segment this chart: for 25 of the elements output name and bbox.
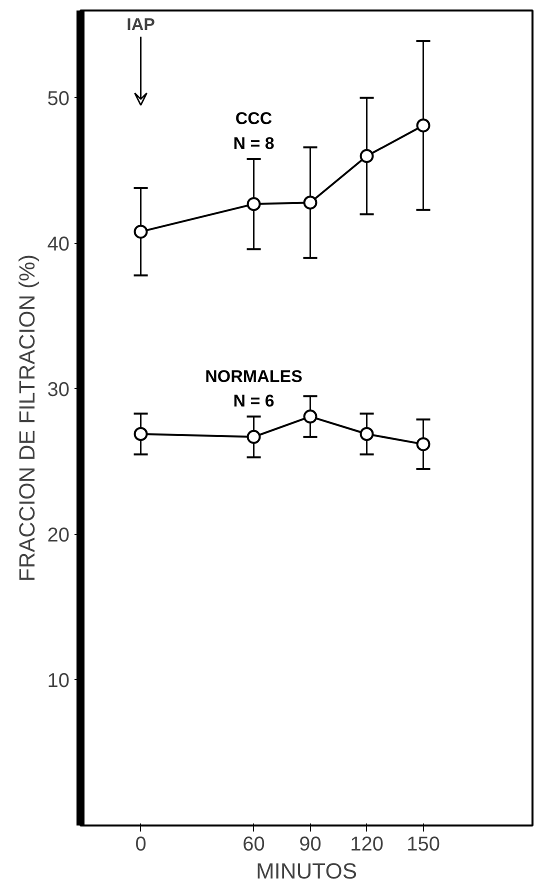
point [246,430,261,444]
text: CCC N = 8 [233,109,274,153]
x-tick-label: 90 [299,834,322,856]
y-tick-label: 40 [47,233,70,256]
series-label: NORMALES N = 6 [205,366,302,411]
annotation: IAP [126,14,155,34]
point [134,224,148,239]
x-tick-label: 60 [242,834,265,856]
y-tick-label: 20 [47,524,70,546]
x-axis-title: MINUTOS [256,858,358,884]
x-tick-label: 0 [135,834,146,856]
x-tick-label: 150 [406,834,440,856]
point [303,410,318,424]
y-tick-label: 30 [47,378,70,401]
point [303,196,318,210]
point [416,118,430,132]
y-tick-label: 50 [47,88,70,110]
x-tick-label: 120 [350,834,384,856]
point [360,427,374,441]
y-axis-title: FRACCION DE FILTRACION (%) [14,254,40,582]
point [246,197,261,212]
point [416,437,430,452]
point [134,427,148,441]
point [360,149,374,164]
y-tick-label: 10 [47,670,70,692]
